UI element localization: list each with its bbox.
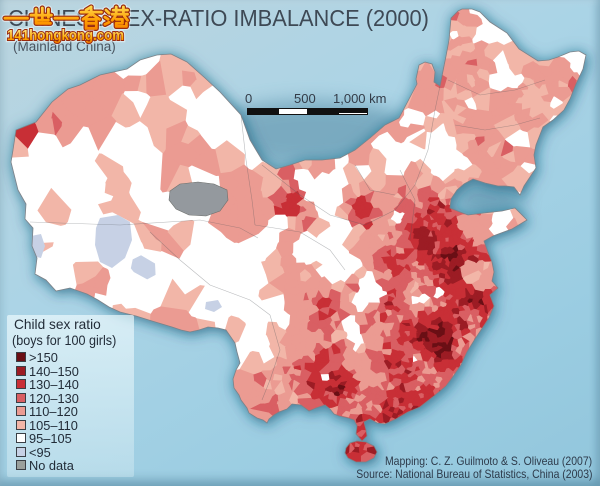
svg-text:141hongkong.com: 141hongkong.com	[7, 27, 124, 44]
svg-text:141hongkong.com: 141hongkong.com	[7, 27, 124, 44]
